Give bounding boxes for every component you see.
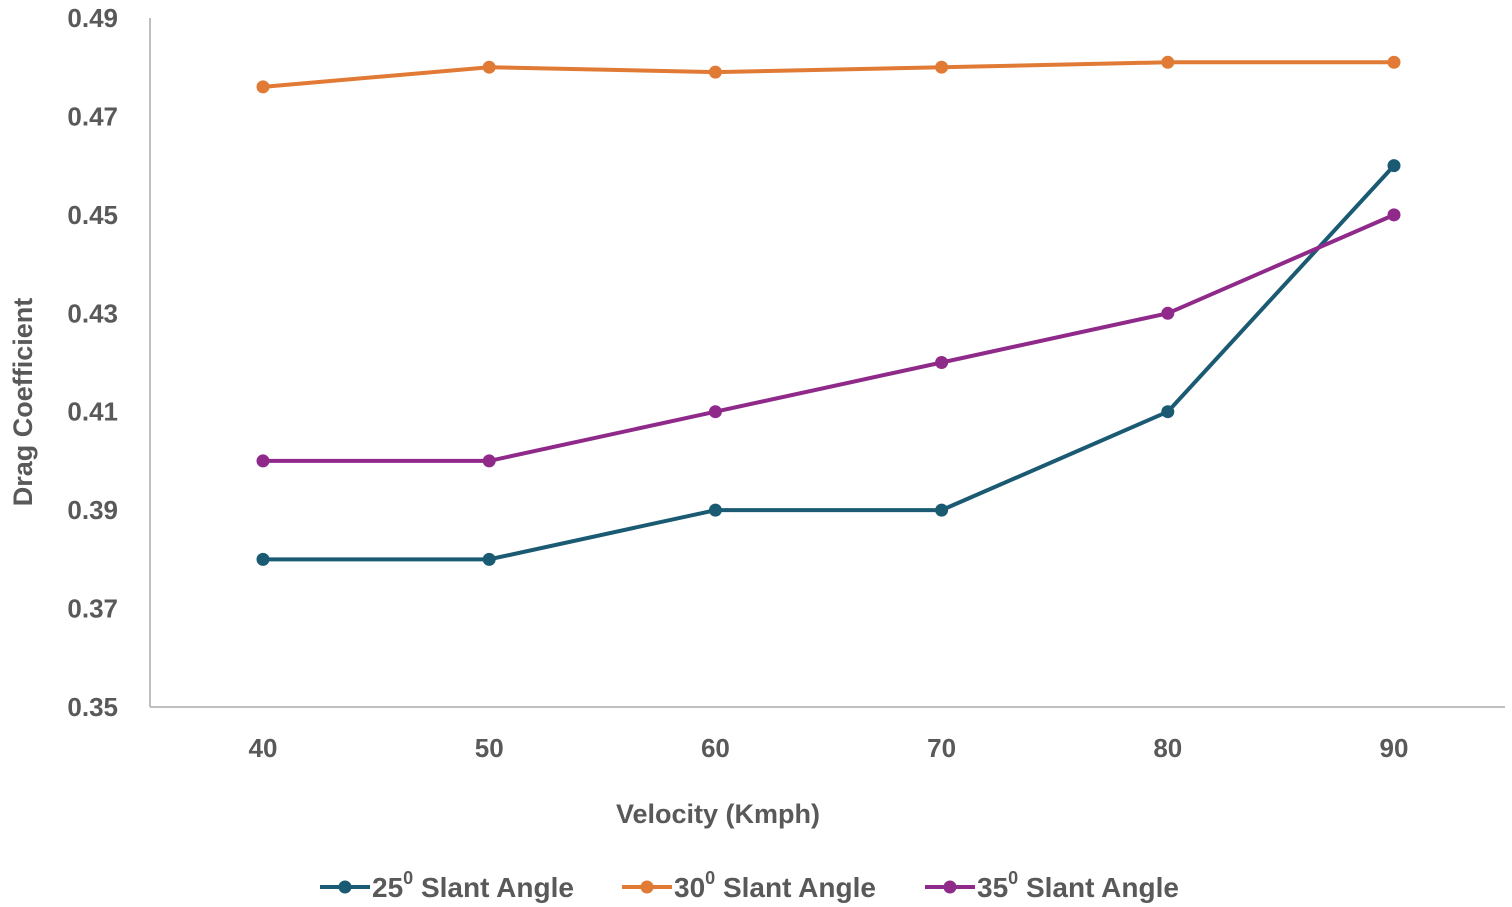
data-point [708,503,722,517]
data-point [482,454,496,468]
data-point [256,454,270,468]
x-tick-label: 50 [475,733,504,763]
legend-label-text: Slant Angle [1018,872,1179,903]
legend-label-degree: 0 [1008,868,1018,888]
chart-axes [149,18,1505,708]
legend-item: 300 Slant Angle [622,868,876,903]
data-point [482,60,496,74]
data-point [935,60,949,74]
data-point [1161,405,1175,419]
data-point [256,80,270,94]
legend-label-angle: 25 [372,872,403,903]
legend-label: 350 Slant Angle [977,868,1179,903]
series-layer [256,55,1401,566]
y-axis-title: Drag Coefficient [8,298,38,507]
y-tick-label: 0.41 [67,397,118,427]
series-line [261,212,1396,463]
y-tick-labels: 0.35 0.37 0.39 0.41 0.43 0.45 0.47 0.49 [67,3,118,722]
legend-label-degree: 0 [705,868,715,888]
data-point [482,552,496,566]
legend-label-degree: 0 [403,868,413,888]
series-line [261,163,1396,562]
data-point [1387,208,1401,222]
data-point [1161,306,1175,320]
series-30 [256,55,1401,94]
series-35 [256,208,1401,468]
data-point [708,65,722,79]
legend-marker [640,880,654,894]
legend-item: 250 Slant Angle [320,868,574,903]
x-tick-label: 40 [249,733,278,763]
chart-legend: 250 Slant Angle 300 Slant Angle 350 Slant … [320,868,1179,903]
y-tick-label: 0.35 [67,692,118,722]
data-point [1387,55,1401,69]
data-point [256,552,270,566]
data-point [935,503,949,517]
legend-label-text: Slant Angle [715,872,876,903]
legend-label-angle: 30 [674,872,705,903]
legend-label: 300 Slant Angle [674,868,876,903]
y-tick-label: 0.49 [67,3,118,33]
legend-label: 250 Slant Angle [372,868,574,903]
legend-marker [943,880,957,894]
legend-marker [338,880,352,894]
legend-item: 350 Slant Angle [925,868,1179,903]
y-tick-label: 0.43 [67,298,118,328]
y-tick-label: 0.37 [67,594,118,624]
x-tick-label: 70 [927,733,956,763]
x-tick-labels: 40 50 60 70 80 90 [249,733,1409,763]
x-tick-label: 80 [1153,733,1182,763]
y-tick-label: 0.47 [67,101,118,131]
data-point [1161,55,1175,69]
x-tick-label: 90 [1380,733,1409,763]
data-point [708,405,722,419]
data-point [935,356,949,369]
x-axis-title: Velocity (Kmph) [616,799,820,829]
y-tick-label: 0.45 [67,200,118,230]
x-tick-label: 60 [701,733,730,763]
legend-label-text: Slant Angle [413,872,574,903]
data-point [1387,159,1401,173]
series-line [261,60,1396,89]
y-tick-label: 0.39 [67,495,118,525]
series-25 [256,159,1401,566]
legend-label-angle: 35 [977,872,1008,903]
